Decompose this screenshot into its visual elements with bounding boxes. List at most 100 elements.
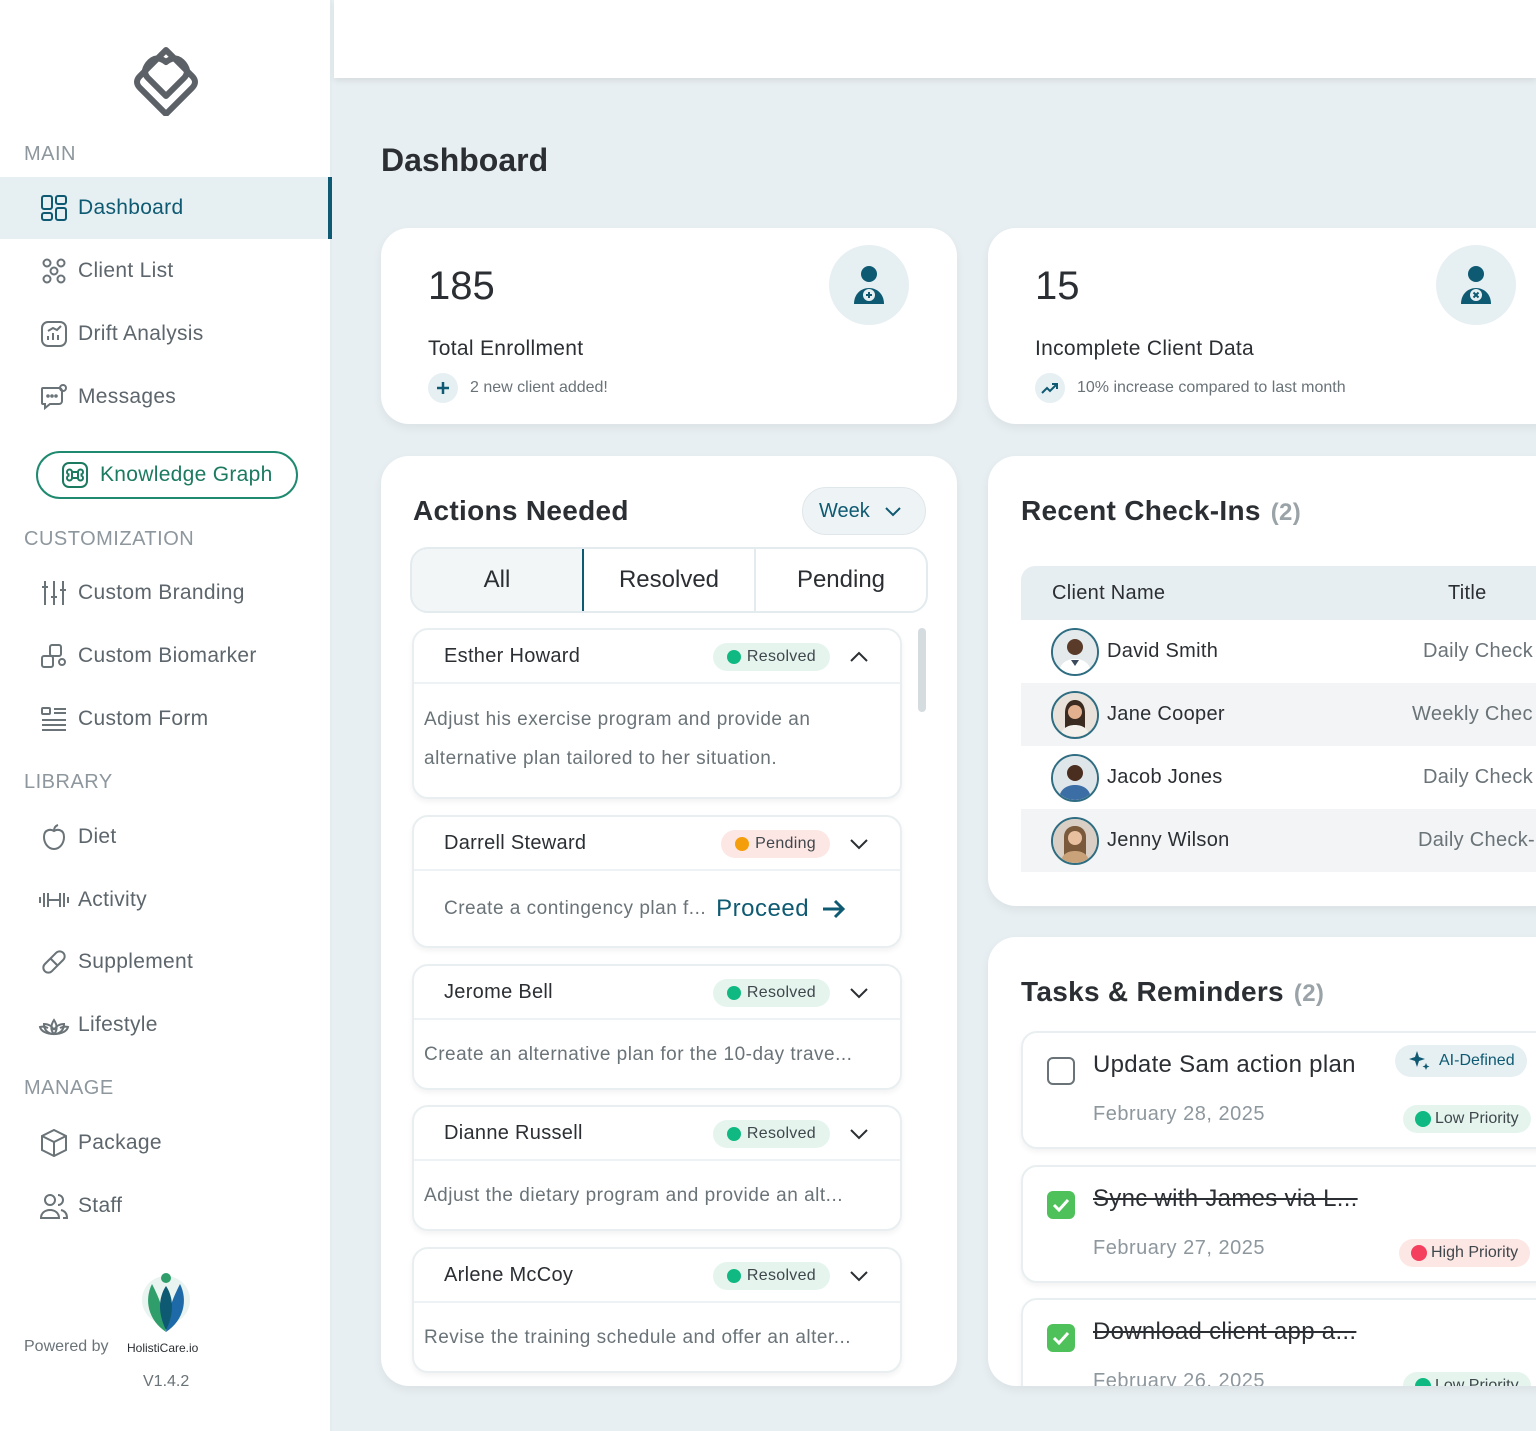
section-label-manage: MANAGE [24,1077,114,1099]
action-client-name: Dianne Russell [444,1121,583,1144]
sidebar-item-lifestyle[interactable]: Lifestyle [0,994,332,1056]
sidebar-item-label: Diet [78,825,117,848]
sidebar-item-activity[interactable]: Activity [0,869,332,931]
sparkle-icon [1409,1051,1430,1070]
task-checkbox-checked[interactable] [1047,1324,1075,1352]
task-item[interactable]: Download client app a... February 26, 20… [1021,1298,1536,1386]
dumbbell-icon [38,884,70,916]
table-row[interactable]: Jenny Wilson Daily Check- [1021,809,1536,872]
form-icon [38,703,70,735]
proceed-link[interactable]: Proceed [716,889,847,928]
apple-icon [38,821,70,853]
sidebar-item-label: Custom Form [78,707,209,730]
chevron-down-icon [885,507,901,517]
sidebar: MAIN Dashboard Client List Drift Analysi… [0,0,332,1431]
priority-badge: Low Priority [1403,1105,1531,1133]
action-client-name: Jerome Bell [444,980,553,1003]
sidebar-item-custom-biomarker[interactable]: Custom Biomarker [0,625,332,687]
client-name: David Smith [1107,640,1219,662]
actions-needed-title: Actions Needed [413,495,629,526]
actions-tabs: All Resolved Pending [410,547,928,613]
column-header-client-name: Client Name [1052,582,1166,604]
tab-all[interactable]: All [412,549,584,611]
action-item[interactable]: Dianne Russell Resolved Adjust the dieta… [412,1105,902,1231]
task-date: February 27, 2025 [1093,1237,1265,1259]
app-version: V1.4.2 [143,1373,190,1390]
stat-value: 15 [1035,264,1080,308]
tasks-count: (2) [1293,980,1325,1007]
sidebar-item-drift-analysis[interactable]: Drift Analysis [0,303,332,365]
check-icon [1052,1198,1070,1212]
sidebar-item-custom-form[interactable]: Custom Form [0,688,332,750]
sidebar-item-label: Supplement [78,950,194,973]
sliders-icon [38,577,70,609]
task-checkbox-checked[interactable] [1047,1191,1075,1219]
stat-note-text: 10% increase compared to last month [1077,379,1346,396]
action-item[interactable]: Jerome Bell Resolved Create an alternati… [412,964,902,1090]
recent-checkins-title: Recent Check-Ins (2) [1021,495,1301,526]
chevron-up-icon[interactable] [848,646,870,668]
chevron-down-icon[interactable] [848,982,870,1004]
stat-note-text: 2 new client added! [470,379,608,396]
sidebar-item-messages[interactable]: Messages [0,366,332,428]
action-client-name: Esther Howard [444,644,581,667]
priority-badge: High Priority [1399,1239,1531,1267]
sidebar-item-dashboard[interactable]: Dashboard [0,177,332,239]
action-item[interactable]: Arlene McCoy Resolved Revise the trainin… [412,1247,902,1373]
status-badge: Resolved [712,643,830,671]
sidebar-item-diet[interactable]: Diet [0,806,332,868]
drift-analysis-icon [38,318,70,350]
sidebar-item-staff[interactable]: Staff [0,1175,332,1237]
task-item[interactable]: Update Sam action plan February 28, 2025… [1021,1031,1536,1149]
status-badge: Pending [721,830,830,858]
action-description-line: alternative plan tailored to her situati… [424,748,778,769]
sidebar-item-package[interactable]: Package [0,1112,332,1174]
chevron-down-icon[interactable] [848,1123,870,1145]
task-date: February 26, 2025 [1093,1370,1265,1386]
sidebar-item-label: Package [78,1131,162,1154]
status-badge: Resolved [712,979,830,1007]
stat-card-total-enrollment: 185 Total Enrollment 2 new client added! [381,228,957,424]
action-client-name: Arlene McCoy [444,1263,574,1286]
staff-icon [38,1190,70,1222]
sidebar-item-supplement[interactable]: Supplement [0,931,332,993]
action-description: Revise the training schedule and offer a… [424,1327,852,1348]
actions-scrollbar[interactable] [918,628,926,712]
section-label-customization: CUSTOMIZATION [24,528,195,550]
chevron-down-icon[interactable] [848,1265,870,1287]
brand-name: HolistiCare.io [127,1341,199,1355]
holisticare-logo [142,1273,190,1332]
stat-value: 185 [428,264,495,308]
tab-resolved[interactable]: Resolved [584,549,756,611]
sidebar-item-custom-branding[interactable]: Custom Branding [0,562,332,624]
sidebar-item-label: Client List [78,259,174,282]
task-title: Sync with James via L... [1093,1185,1358,1212]
tab-pending[interactable]: Pending [796,566,886,593]
period-dropdown-value: Week [819,499,870,522]
table-row[interactable]: David Smith Daily Check [1021,620,1536,683]
sidebar-item-label: Drift Analysis [78,322,204,345]
action-description: Create a contingency plan f... [444,898,707,919]
action-description: Create an alternative plan for the 10-da… [424,1044,853,1065]
checkins-count: (2) [1270,499,1301,526]
status-badge: Resolved [712,1262,830,1290]
table-row[interactable]: Jacob Jones Daily Check [1021,746,1536,809]
status-badge: Resolved [712,1120,830,1148]
sidebar-item-label: Custom Branding [78,581,245,604]
table-row[interactable]: Jane Cooper Weekly Chec [1021,683,1536,746]
check-icon [1052,1331,1070,1345]
client-list-icon [38,255,70,287]
action-item[interactable]: Darrell Steward Pending Create a conting… [412,815,902,948]
tasks-reminders-panel: Update Sam action plan February 28, 2025… [988,937,1536,1386]
avatar [1051,817,1099,865]
knowledge-graph-button[interactable]: Knowledge Graph [36,451,298,499]
messages-icon [38,381,70,413]
client-name: Jacob Jones [1107,766,1223,788]
task-item[interactable]: Sync with James via L... February 27, 20… [1021,1165,1536,1283]
action-item[interactable]: Esther Howard Resolved Adjust his exerci… [412,628,902,799]
period-dropdown[interactable]: Week [802,487,926,535]
lotus-icon [38,1009,70,1041]
sidebar-item-client-list[interactable]: Client List [0,240,332,302]
task-checkbox[interactable] [1047,1057,1075,1085]
chevron-down-icon[interactable] [848,833,870,855]
